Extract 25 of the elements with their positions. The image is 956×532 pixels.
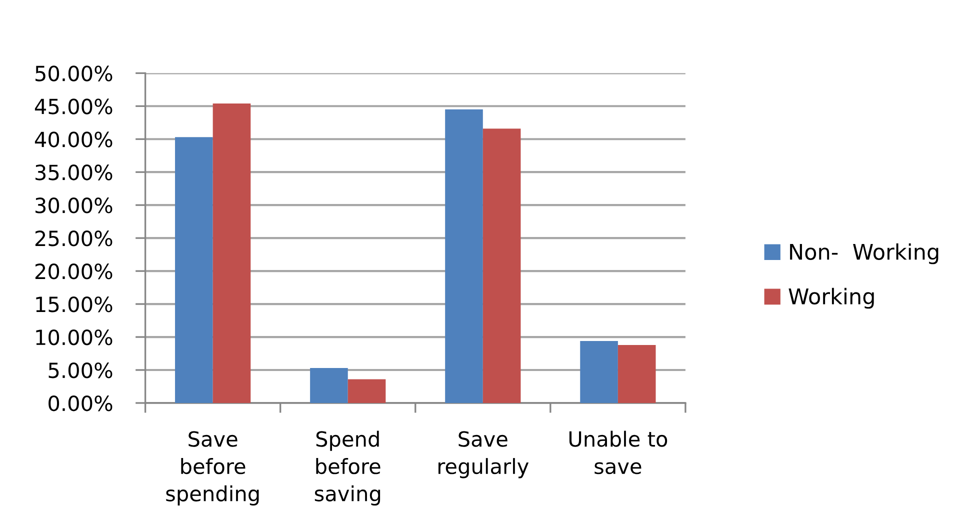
- y-tick-label: 5.00%: [48, 362, 112, 378]
- bar: [310, 368, 348, 403]
- x-tick-label: Save before spending: [166, 431, 259, 506]
- x-tick-label: Spend before saving: [314, 430, 380, 506]
- bar: [175, 137, 213, 403]
- y-tick-label: 20.00%: [35, 264, 112, 280]
- y-tick-label: 40.00%: [34, 132, 112, 148]
- y-tick-label: 50.00%: [36, 66, 112, 82]
- y-tick-label: 35.00%: [36, 164, 112, 180]
- x-tick-label: Unable to save: [569, 430, 668, 474]
- bar: [445, 109, 483, 403]
- x-tick-label: Save regularly: [438, 431, 529, 478]
- bar: [212, 103, 251, 403]
- y-tick-label: 0.00%: [48, 395, 112, 412]
- legend-label: Working: [788, 288, 874, 309]
- bar: [482, 128, 521, 403]
- bar: [618, 344, 656, 403]
- y-tick-label: 25.00%: [35, 230, 112, 246]
- y-tick-label: 45.00%: [34, 98, 112, 114]
- legend-label: Non- Working: [790, 243, 938, 264]
- y-tick-label: 30.00%: [36, 198, 112, 214]
- bar: [348, 379, 386, 403]
- y-tick-label: 15.00%: [36, 296, 112, 312]
- y-tick-label: 10.00%: [36, 329, 112, 346]
- bar: [580, 340, 618, 403]
